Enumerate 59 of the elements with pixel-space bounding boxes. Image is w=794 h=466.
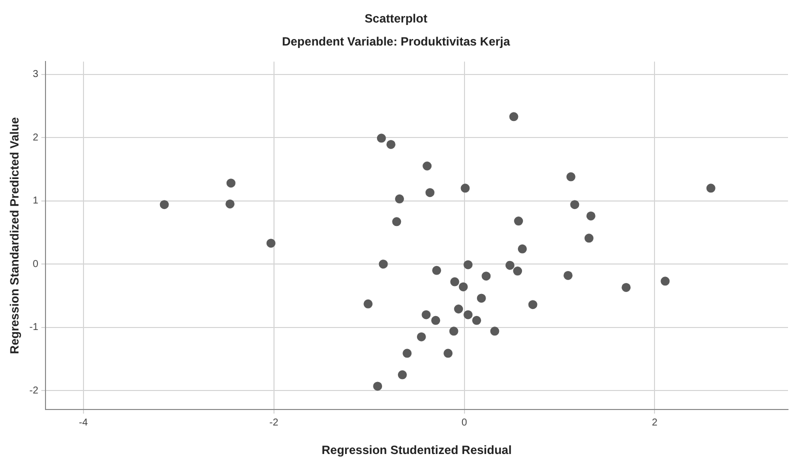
point [422, 162, 432, 170]
chart-subtitle: Dependent Variable: Produktivitas Kerja [282, 34, 510, 49]
point [449, 326, 458, 336]
point [392, 217, 402, 226]
point [518, 244, 527, 254]
y-tick-label: 2 [32, 132, 39, 144]
point [528, 300, 538, 310]
x-tick-label: 0 [461, 417, 468, 428]
point [395, 194, 404, 204]
chart-title: Scatterplot [364, 12, 428, 26]
point [490, 326, 500, 336]
point [364, 299, 373, 308]
point [450, 277, 460, 286]
point [460, 184, 470, 193]
point [476, 294, 486, 303]
y-axis-title: Regression Standardized Predicted Value [8, 116, 22, 354]
point [378, 260, 388, 269]
point [464, 260, 473, 270]
point [505, 260, 514, 270]
point [584, 234, 594, 243]
x-tick-label: -2 [269, 417, 279, 428]
point [226, 178, 236, 188]
y-tick-label: -1 [29, 322, 39, 334]
point [660, 276, 670, 286]
point [454, 304, 464, 314]
point [416, 332, 426, 342]
x-tick-label: 2 [652, 417, 658, 428]
point [509, 112, 518, 122]
point [432, 266, 442, 275]
point [373, 382, 382, 391]
point [570, 200, 580, 210]
point [586, 211, 596, 220]
point [425, 188, 434, 198]
point [266, 238, 276, 248]
point [422, 310, 431, 320]
point [226, 199, 235, 208]
x-axis-title: Regression Studentized Residual [322, 443, 512, 458]
point [472, 316, 482, 325]
point [513, 266, 522, 276]
point [444, 348, 453, 358]
x-tick-label: -4 [78, 417, 88, 428]
point [566, 172, 576, 182]
y-tick-label: 0 [32, 258, 39, 270]
point [402, 348, 412, 358]
point [464, 310, 473, 320]
point [482, 272, 491, 281]
point [431, 316, 440, 325]
point [514, 216, 524, 226]
y-tick-label: 3 [32, 69, 39, 80]
point [706, 184, 716, 193]
y-tick-label: -2 [29, 385, 39, 396]
point [622, 282, 631, 292]
point [564, 270, 573, 280]
point [458, 282, 468, 292]
point [160, 200, 169, 210]
point [398, 370, 407, 380]
point [376, 134, 386, 143]
y-tick-label: 1 [32, 196, 39, 207]
point [386, 140, 396, 149]
